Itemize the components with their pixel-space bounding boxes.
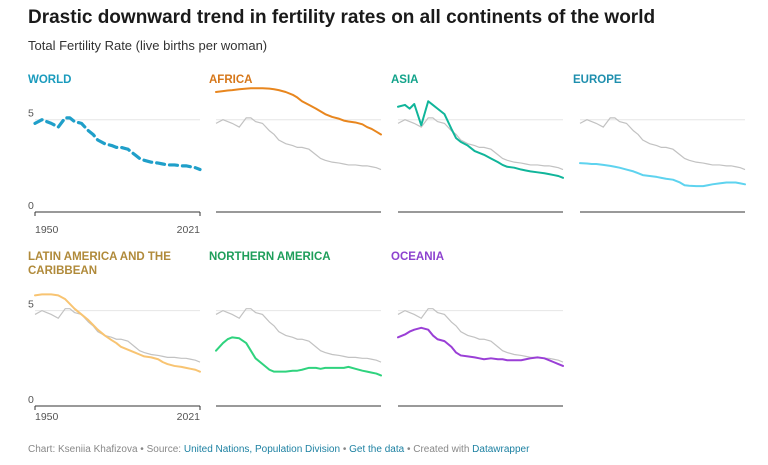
world-reference-line xyxy=(215,117,382,171)
created-with-label: Created with xyxy=(413,444,470,455)
get-data-link[interactable]: Get the data xyxy=(349,444,405,455)
world-reference-line xyxy=(397,308,564,363)
source-link[interactable]: United Nations, Population Division xyxy=(183,444,341,455)
series-line-latin-america-and-the-caribbean xyxy=(34,293,201,373)
world-reference-line xyxy=(34,308,201,363)
chart-footer: Chart: Kseniia Khafizova • Source: Unite… xyxy=(28,444,529,455)
panel-title: OCEANIA xyxy=(391,251,444,263)
y-tick-label: 0 xyxy=(28,200,34,212)
datawrapper-link[interactable]: Datawrapper xyxy=(472,444,530,455)
y-tick-label: 0 xyxy=(28,394,34,406)
panel-title: EUROPE xyxy=(573,74,622,86)
y-tick-label: 5 xyxy=(28,108,34,120)
panel-northern-america: NORTHERN AMERICA xyxy=(209,251,382,407)
panel-title: LATIN AMERICA AND THE CARIBBEAN xyxy=(28,251,171,277)
x-tick-label: 1950 xyxy=(35,224,59,236)
world-reference-line xyxy=(215,308,382,363)
x-tick-label: 2021 xyxy=(177,224,201,236)
series-line-europe xyxy=(579,162,746,188)
panel-africa: AFRICA xyxy=(209,74,382,213)
chart-title: Drastic downward trend in fertility rate… xyxy=(28,7,656,28)
panel-title: ASIA xyxy=(391,74,418,86)
separator: • xyxy=(140,444,144,455)
panel-latin-america-and-the-caribbean: LATIN AMERICA AND THE CARIBBEAN 0 5 1950 2021 xyxy=(28,251,201,423)
world-reference-line xyxy=(579,117,746,171)
panel-oceania: OCEANIA xyxy=(391,251,564,407)
panel-europe: EUROPE xyxy=(573,74,746,213)
series-line-world xyxy=(33,116,202,172)
separator: • xyxy=(406,444,411,455)
panel-title: WORLD xyxy=(28,74,71,86)
panel-world: WORLD 0 5 1950 2021 xyxy=(28,74,202,236)
source-label: Source: xyxy=(146,444,182,455)
panel-asia: ASIA xyxy=(391,74,564,213)
x-tick-label: 1950 xyxy=(35,411,59,423)
author-credit: Chart: Kseniia Khafizova xyxy=(28,444,138,455)
series-line-africa xyxy=(215,87,382,136)
panel-title: NORTHERN AMERICA xyxy=(209,251,331,263)
series-line-asia xyxy=(397,100,564,179)
separator: • xyxy=(342,444,347,455)
panel-title: AFRICA xyxy=(209,74,252,86)
x-tick-label: 2021 xyxy=(177,411,201,423)
series-line-oceania xyxy=(397,326,564,367)
small-multiples-chart: WORLD 0 5 1950 2021 AFRICA ASIA EUROPE LATIN AME… xyxy=(28,74,746,423)
series-line-northern-america xyxy=(215,336,382,377)
chart-subtitle: Total Fertility Rate (live births per wo… xyxy=(28,38,268,53)
y-tick-label: 5 xyxy=(28,299,34,311)
world-reference-line xyxy=(397,117,564,171)
